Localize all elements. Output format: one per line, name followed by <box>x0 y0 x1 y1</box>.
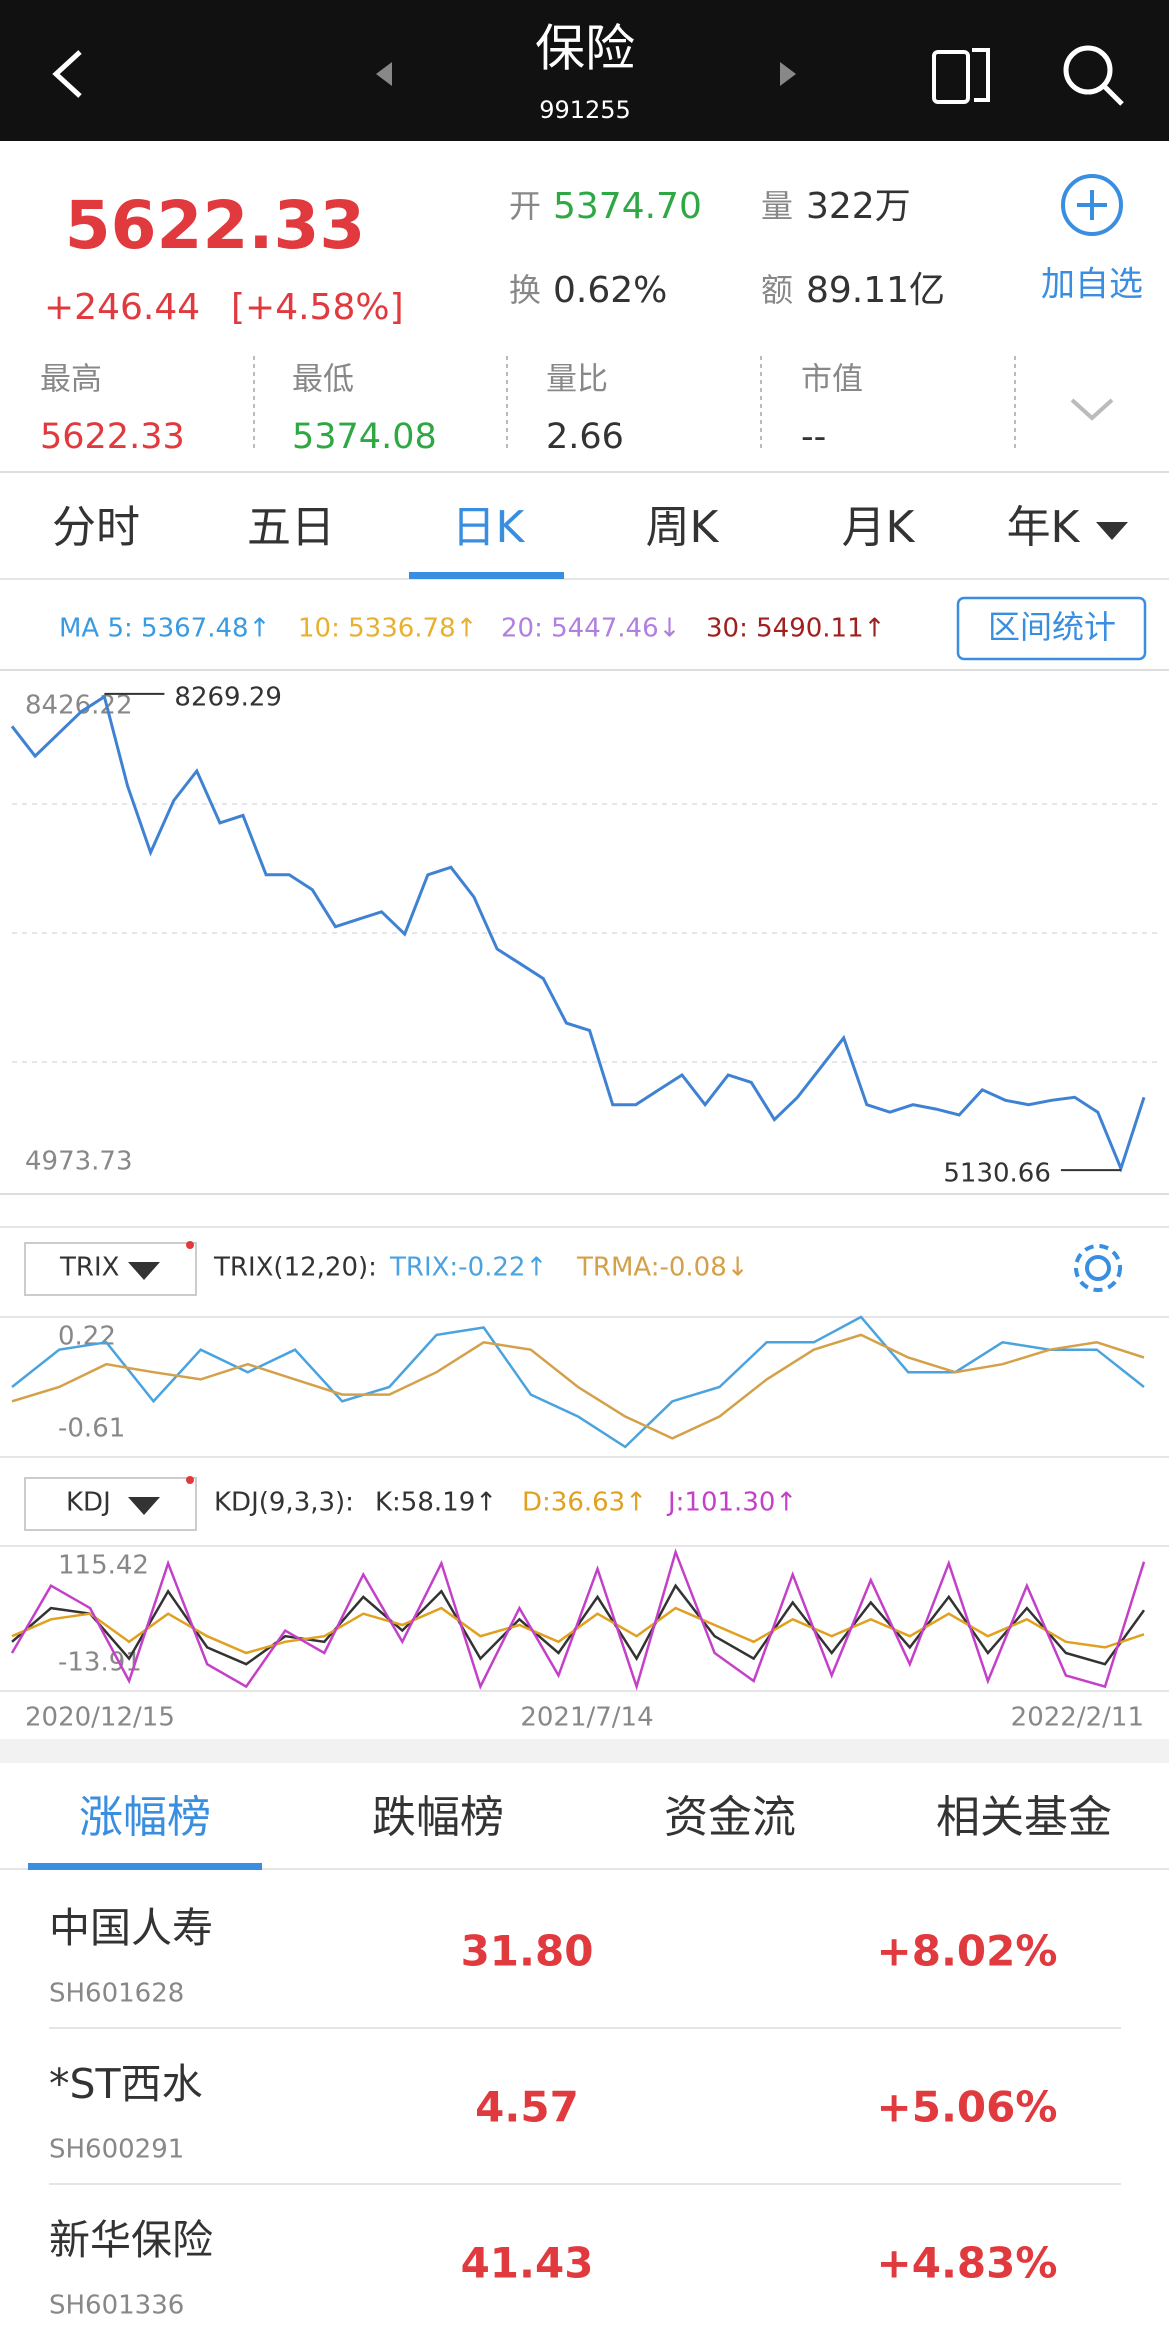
stock-name[interactable]: 新华保险 <box>49 2216 213 2264</box>
low-label: 5130.66 <box>943 1159 1051 1189</box>
y-tick-label: 0.22 <box>58 1322 116 1352</box>
stat-label: 市值 <box>801 362 863 398</box>
grid <box>12 803 1157 1063</box>
change-pct: [+4.58%] <box>231 287 404 328</box>
x-axis-label: 2022/2/11 <box>1011 1703 1144 1733</box>
indicator-legend: K:58.19↑ <box>375 1488 497 1518</box>
period-tab[interactable]: 五日 <box>247 502 335 553</box>
settings-icon[interactable] <box>1074 1244 1122 1292</box>
stat-label: 量比 <box>546 362 608 398</box>
stock-name[interactable]: 中国人寿 <box>49 1904 213 1952</box>
stat-separators <box>253 356 1016 452</box>
series-line <box>11 1606 1145 1655</box>
expand-button[interactable] <box>1070 398 1114 421</box>
stock-code: SH601628 <box>49 1979 184 2009</box>
indicator-params: KDJ(9,3,3): <box>214 1488 354 1518</box>
change: +246.44 <box>44 287 200 328</box>
spacer <box>0 1739 1169 1763</box>
stock-code: SH600291 <box>49 2135 184 2165</box>
ma-legend: 10: 5336.78↑ <box>298 614 477 644</box>
stock-change: +8.02% <box>877 1927 1058 1976</box>
indicator-params: TRIX(12,20): <box>213 1253 377 1283</box>
series-line <box>10 1548 1146 1691</box>
stock-price: 41.43 <box>461 2239 594 2288</box>
volume-label: 量 <box>761 187 793 225</box>
back-button[interactable] <box>52 50 82 98</box>
volume: 322万 <box>806 186 911 227</box>
list-tab-underline <box>28 1863 262 1870</box>
ma-legend: MA 5: 5367.48↑ <box>59 614 270 644</box>
stock-price: 31.80 <box>461 1927 594 1976</box>
amount-label: 额 <box>761 271 793 309</box>
dot <box>186 1476 194 1484</box>
series-line <box>11 1333 1145 1440</box>
stat-value: 5622.33 <box>40 417 185 457</box>
prev-button[interactable] <box>376 62 392 86</box>
period-tab[interactable]: 月K <box>842 502 916 553</box>
open-label: 开 <box>509 187 541 225</box>
dropdown-arrow <box>128 1497 160 1515</box>
stock-change: +4.83% <box>877 2239 1058 2288</box>
indicator-name[interactable]: TRIX <box>59 1253 119 1283</box>
indicator-name[interactable]: KDJ <box>66 1488 111 1518</box>
x-axis-label: 2021/7/14 <box>520 1703 653 1733</box>
indicator-legend: TRIX:-0.22↑ <box>389 1253 547 1283</box>
open: 5374.70 <box>553 186 702 227</box>
turnover: 0.62% <box>553 270 667 311</box>
add-watch-icon[interactable] <box>1061 174 1123 236</box>
indicator-select[interactable] <box>24 1242 197 1296</box>
search-icon[interactable] <box>1063 45 1124 106</box>
stat-value: -- <box>801 417 826 457</box>
dot <box>186 1241 194 1249</box>
stock-name[interactable]: *ST西水 <box>49 2060 203 2108</box>
ma-legend: 20: 5447.46↓ <box>501 614 680 644</box>
code: 991255 <box>539 96 631 124</box>
period-tab[interactable]: 分时 <box>52 502 140 553</box>
amount: 89.11亿 <box>806 270 945 311</box>
header-bar <box>0 0 1169 141</box>
stat-label: 最低 <box>292 362 354 398</box>
stat-value: 2.66 <box>546 417 624 457</box>
series-line <box>10 694 1146 1173</box>
indicator-legend: J:101.30↑ <box>666 1488 797 1518</box>
stat-label: 最高 <box>40 362 102 398</box>
period-tab[interactable]: 日K <box>452 502 526 553</box>
stock-change: +5.06% <box>877 2083 1058 2132</box>
next-button[interactable] <box>780 62 796 86</box>
high-label: 8269.29 <box>174 682 282 712</box>
series-line <box>11 1315 1145 1449</box>
stat-value: 5374.08 <box>292 417 437 457</box>
turnover-label: 换 <box>509 271 541 309</box>
list-tab[interactable]: 跌幅榜 <box>372 1792 504 1843</box>
add-watch[interactable]: 加自选 <box>1041 265 1143 305</box>
list-tab[interactable]: 资金流 <box>664 1792 796 1843</box>
x-axis-label: 2020/12/15 <box>25 1703 175 1733</box>
indicator-legend: D:36.63↑ <box>522 1488 647 1518</box>
tab-dropdown[interactable] <box>1096 522 1128 540</box>
title: 保险 <box>535 20 635 78</box>
indicator-legend: TRMA:-0.08↓ <box>576 1253 749 1283</box>
period-tab[interactable]: 年K <box>1007 502 1081 553</box>
ma-legend: 30: 5490.11↑ <box>706 614 885 644</box>
dropdown-arrow <box>128 1262 160 1280</box>
stock-code: SH601336 <box>49 2291 184 2321</box>
range-button[interactable]: 区间统计 <box>988 608 1116 646</box>
rotate-icon[interactable] <box>932 48 990 104</box>
price: 5622.33 <box>65 187 366 264</box>
y-tick-label: 115.42 <box>58 1551 149 1581</box>
y-tick-label: 4973.73 <box>25 1147 133 1177</box>
tab-underline <box>409 572 564 579</box>
list-tab[interactable]: 相关基金 <box>936 1792 1112 1843</box>
list-tab[interactable]: 涨幅榜 <box>79 1792 211 1843</box>
range-button-box[interactable] <box>956 596 1147 661</box>
stock-price: 4.57 <box>475 2083 579 2132</box>
y-tick-label: -0.61 <box>58 1414 125 1444</box>
y-tick-label: -13.91 <box>58 1648 142 1678</box>
indicator-select[interactable] <box>24 1477 197 1531</box>
period-tab[interactable]: 周K <box>646 502 720 553</box>
